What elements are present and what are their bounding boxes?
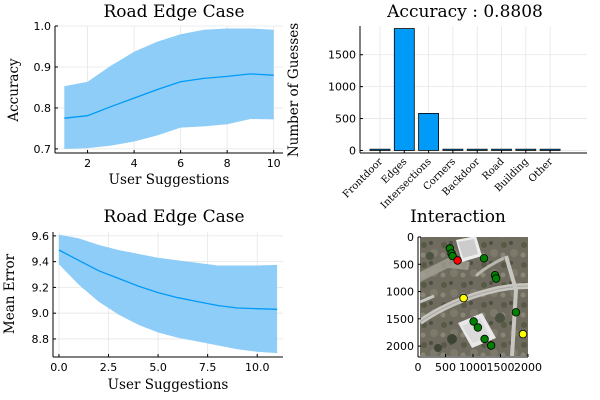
y-tick-label: 1000 bbox=[328, 81, 356, 94]
y-tick-label: 1.0 bbox=[34, 20, 52, 33]
chart-title: Road Edge Case bbox=[103, 2, 244, 22]
y-tick-label: 8.8 bbox=[32, 333, 50, 346]
x-ticks: 0.0 2.5 5.0 7.5 10.0 bbox=[50, 354, 269, 374]
x-tick-label: 0.0 bbox=[50, 361, 68, 374]
x-tick-label: 8 bbox=[224, 157, 231, 170]
bars bbox=[369, 28, 561, 151]
y-ticks: 0 500 1000 1500 2000 bbox=[386, 231, 421, 353]
green-point bbox=[469, 317, 478, 326]
points bbox=[445, 244, 528, 350]
red-point bbox=[453, 256, 462, 265]
y-tick-label: 1500 bbox=[328, 49, 356, 62]
green-point bbox=[480, 334, 489, 344]
x-tick-label: 10.0 bbox=[245, 361, 270, 374]
y-tick-label: 9.0 bbox=[32, 307, 50, 320]
yellow-point bbox=[459, 293, 468, 303]
x-tick-label: 0 bbox=[415, 361, 422, 374]
x-tick-label: 5.0 bbox=[149, 361, 167, 374]
y-tick-label: 1500 bbox=[386, 313, 414, 326]
y-tick-label: 0 bbox=[349, 144, 356, 157]
series-line bbox=[58, 249, 278, 310]
x-tick-label: 4 bbox=[131, 157, 138, 170]
green-point bbox=[473, 323, 483, 332]
green-point bbox=[486, 341, 496, 350]
x-tick-label: 2 bbox=[84, 157, 91, 170]
x-tick-label: 10 bbox=[267, 157, 281, 170]
y-ticks: 8.8 9.0 9.2 9.4 9.6 bbox=[32, 230, 56, 346]
y-tick-label: 1000 bbox=[386, 286, 414, 299]
yellow-point bbox=[518, 329, 528, 339]
series-line bbox=[64, 73, 274, 119]
green-point bbox=[479, 254, 489, 263]
category-labels: FrontdoorEdgesIntersectionsCornersBackdo… bbox=[341, 150, 555, 211]
y-tick-label: 500 bbox=[393, 258, 414, 271]
y-axis-label: Accuracy bbox=[6, 58, 22, 123]
y-tick-label: 2000 bbox=[386, 340, 414, 353]
y-axis-label: Number of Guesses bbox=[286, 23, 302, 157]
bar-intersections bbox=[418, 113, 440, 151]
x-ticks: 2 4 6 8 10 bbox=[84, 150, 281, 170]
interaction-scatter-on-image: Interaction 0 500 1000 1500 2000 050 bbox=[386, 207, 542, 374]
accuracy-line-chart: Road Edge Case 2 4 6 8 10 0.7 0.8 0.9 1.0 User … bbox=[6, 2, 283, 188]
chart-title: Interaction bbox=[410, 207, 506, 227]
x-tick-label: 2.5 bbox=[100, 361, 118, 374]
y-tick-label: 9.6 bbox=[32, 230, 50, 243]
y-tick-label: 9.4 bbox=[32, 256, 50, 269]
confidence-band bbox=[58, 234, 278, 354]
x-axis-label: User Suggestions bbox=[108, 377, 229, 393]
confidence-band bbox=[64, 28, 274, 149]
y-tick-label: 9.2 bbox=[32, 281, 50, 294]
mean-error-line-chart: Road Edge Case 0.0 2.5 5.0 7.5 10.0 8.8 9.0 9.… bbox=[2, 207, 283, 393]
x-tick-label: 2000 bbox=[514, 361, 542, 374]
chart-title: Road Edge Case bbox=[103, 207, 244, 227]
y-axis-label: Mean Error bbox=[2, 253, 18, 334]
y-tick-label: 0.9 bbox=[34, 61, 52, 74]
x-tick-label: 500 bbox=[435, 361, 456, 374]
chart-title: Accuracy : 0.8808 bbox=[386, 2, 543, 22]
y-ticks: 0 500 1000 1500 bbox=[328, 49, 363, 157]
y-ticks: 0.7 0.8 0.9 1.0 bbox=[34, 20, 58, 156]
green-point bbox=[511, 308, 521, 317]
x-tick-label: 7.5 bbox=[199, 361, 217, 374]
y-tick-label: 0.7 bbox=[34, 143, 52, 156]
x-ticks: 0 500 1000 1500 2000 bbox=[415, 354, 542, 374]
y-tick-label: 0.8 bbox=[34, 102, 52, 115]
y-tick-label: 0 bbox=[407, 231, 414, 244]
bar-edges bbox=[393, 28, 415, 151]
x-tick-label: 6 bbox=[177, 157, 184, 170]
x-tick-label: 1000 bbox=[459, 361, 487, 374]
y-tick-label: 500 bbox=[335, 113, 356, 126]
x-tick-label: 1500 bbox=[487, 361, 515, 374]
x-axis-label: User Suggestions bbox=[109, 172, 230, 188]
aerial-photo bbox=[420, 237, 528, 356]
category-label: Other bbox=[527, 156, 556, 185]
guesses-bar-chart: Accuracy : 0.8808 0 500 1000 1500 Frontdoor… bbox=[286, 2, 587, 211]
green-point bbox=[491, 274, 501, 283]
